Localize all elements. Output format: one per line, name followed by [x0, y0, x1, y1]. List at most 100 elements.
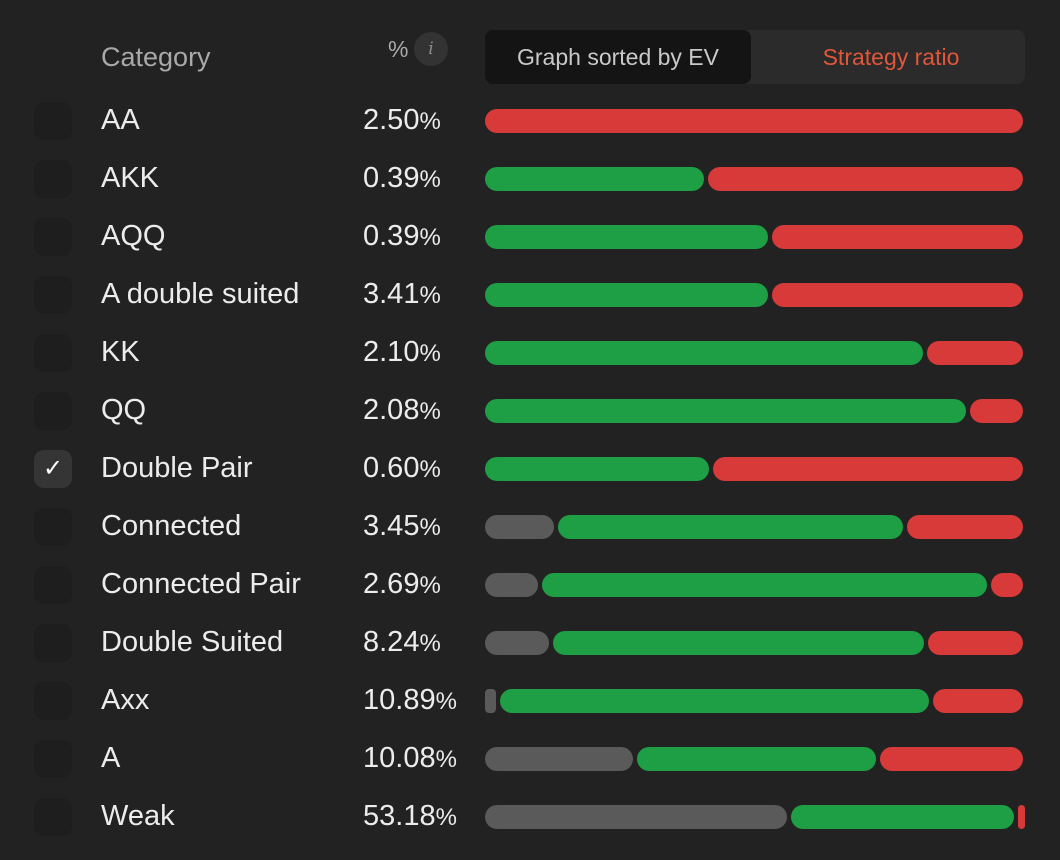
- tab-strategy-ratio[interactable]: Strategy ratio: [822, 44, 960, 70]
- category-label: Connected Pair: [101, 568, 301, 600]
- percent-unit: %: [419, 340, 441, 367]
- strategy-ratio-bar[interactable]: [485, 805, 1025, 829]
- strategy-ratio-bar[interactable]: [485, 341, 1023, 365]
- raise-segment: [880, 747, 1023, 771]
- percent-unit: %: [435, 746, 457, 773]
- strategy-ratio-bar[interactable]: [485, 399, 1023, 423]
- strategy-ratio-bar[interactable]: [485, 631, 1023, 655]
- category-checkbox[interactable]: [34, 276, 72, 314]
- call-segment: [558, 515, 903, 539]
- raise-segment: [713, 457, 1023, 481]
- strategy-ratio-bar[interactable]: [485, 225, 1023, 249]
- category-row: Axx 10.89%: [0, 672, 1060, 730]
- category-percent: 2.10%: [363, 336, 441, 369]
- strategy-ratio-bar[interactable]: [485, 573, 1023, 597]
- category-percent: 3.41%: [363, 278, 441, 311]
- table-header: Category % i Graph sorted by EV Strategy…: [0, 28, 1060, 88]
- category-label: AQQ: [101, 220, 166, 252]
- fold-segment: [485, 747, 633, 771]
- category-checkbox[interactable]: [34, 508, 72, 546]
- call-segment: [553, 631, 924, 655]
- category-row: Double Suited 8.24%: [0, 614, 1060, 672]
- category-label: AKK: [101, 162, 160, 194]
- category-checkbox[interactable]: [34, 566, 72, 604]
- call-segment: [500, 689, 929, 713]
- fold-segment: [485, 573, 538, 597]
- category-row: Connected 3.45%: [0, 498, 1060, 556]
- category-column-header: Category: [101, 42, 211, 72]
- percent-number: 2.69: [363, 568, 420, 600]
- category-label: Double Suited: [101, 626, 284, 658]
- percent-unit: %: [435, 804, 457, 831]
- category-percent: 2.69%: [363, 568, 441, 601]
- category-checkbox[interactable]: [34, 392, 72, 430]
- fold-segment: [485, 631, 549, 655]
- category-checkbox[interactable]: [34, 624, 72, 662]
- category-percent: 10.89%: [363, 684, 457, 717]
- category-percent: 0.60%: [363, 452, 441, 485]
- category-label: QQ: [101, 394, 147, 426]
- percent-unit: %: [419, 108, 441, 135]
- category-checkbox[interactable]: [34, 218, 72, 256]
- category-checkbox[interactable]: [34, 160, 72, 198]
- category-row: KK 2.10%: [0, 324, 1060, 382]
- raise-segment: [927, 341, 1023, 365]
- category-percent: 3.45%: [363, 510, 441, 543]
- raise-segment: [970, 399, 1023, 423]
- raise-segment: [772, 225, 1023, 249]
- category-row: ✓ Double Pair 0.60%: [0, 440, 1060, 498]
- checkmark-icon: ✓: [42, 455, 64, 482]
- percent-column-header: %: [388, 36, 409, 62]
- info-icon[interactable]: i: [414, 32, 448, 66]
- category-checkbox[interactable]: [34, 740, 72, 778]
- percent-unit: %: [419, 282, 441, 309]
- strategy-ratio-bar[interactable]: [485, 515, 1023, 539]
- category-label: Double Pair: [101, 452, 253, 484]
- category-checkbox[interactable]: [34, 798, 72, 836]
- category-checkbox[interactable]: ✓: [34, 450, 72, 488]
- call-segment: [485, 167, 704, 191]
- raise-segment: [1018, 805, 1025, 829]
- percent-number: 53.18: [363, 800, 436, 832]
- category-label: KK: [101, 336, 140, 368]
- raise-segment: [772, 283, 1023, 307]
- percent-number: 0.39: [363, 220, 420, 252]
- raise-segment: [485, 109, 1023, 133]
- fold-segment: [485, 515, 554, 539]
- category-checkbox[interactable]: [34, 682, 72, 720]
- category-checkbox[interactable]: [34, 334, 72, 372]
- percent-number: 10.08: [363, 742, 436, 774]
- raise-segment: [991, 573, 1023, 597]
- category-row: A double suited 3.41%: [0, 266, 1060, 324]
- call-segment: [485, 457, 709, 481]
- strategy-ratio-bar[interactable]: [485, 747, 1023, 771]
- category-label: Connected: [101, 510, 242, 542]
- strategy-ratio-bar[interactable]: [485, 283, 1023, 307]
- strategy-ratio-bar[interactable]: [485, 457, 1023, 481]
- category-row: A 10.08%: [0, 730, 1060, 788]
- category-percent: 0.39%: [363, 162, 441, 195]
- tab-graph-sorted-by-ev[interactable]: Graph sorted by EV: [485, 30, 751, 84]
- category-row: Weak 53.18%: [0, 788, 1060, 846]
- view-toggle: Graph sorted by EV Strategy ratio: [485, 30, 1025, 84]
- category-row: QQ 2.08%: [0, 382, 1060, 440]
- category-row: Connected Pair 2.69%: [0, 556, 1060, 614]
- call-segment: [542, 573, 987, 597]
- percent-unit: %: [419, 456, 441, 483]
- percent-number: 2.50: [363, 104, 420, 136]
- strategy-ratio-bar[interactable]: [485, 689, 1023, 713]
- category-percent: 10.08%: [363, 742, 457, 775]
- percent-number: 0.39: [363, 162, 420, 194]
- strategy-ratio-bar[interactable]: [485, 109, 1023, 133]
- call-segment: [637, 747, 876, 771]
- category-checkbox[interactable]: [34, 102, 72, 140]
- category-label: A: [101, 742, 121, 774]
- percent-number: 0.60: [363, 452, 420, 484]
- percent-unit: %: [419, 572, 441, 599]
- strategy-ratio-bar[interactable]: [485, 167, 1023, 191]
- fold-segment: [485, 689, 496, 713]
- category-label: Axx: [101, 684, 150, 716]
- call-segment: [485, 341, 923, 365]
- category-row: AKK 0.39%: [0, 150, 1060, 208]
